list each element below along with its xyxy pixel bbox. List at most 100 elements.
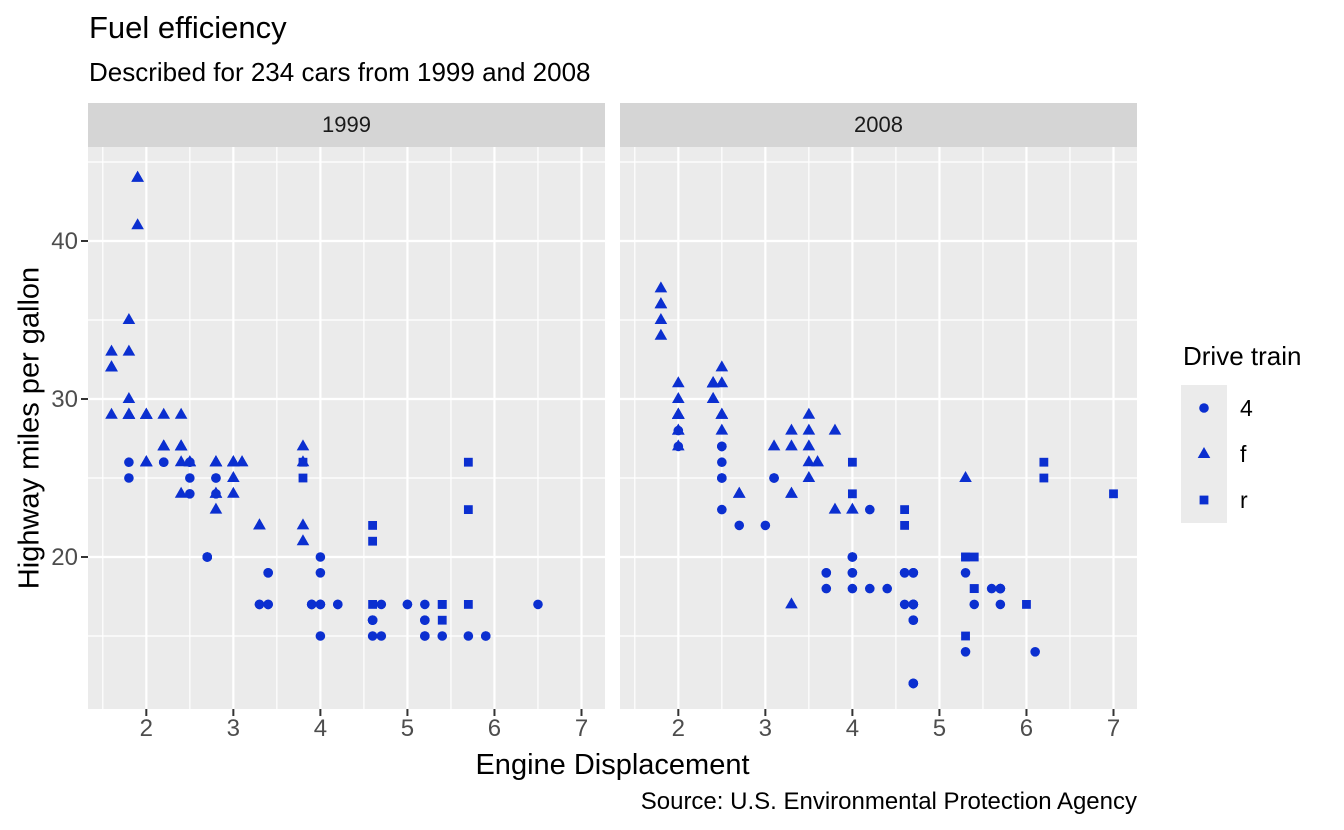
- data-point: [122, 392, 136, 404]
- data-point: [122, 344, 136, 356]
- data-point: [376, 599, 387, 610]
- legend-title: Drive train: [1183, 341, 1302, 371]
- data-point: [995, 599, 1006, 610]
- data-point: [131, 170, 144, 182]
- x-tick-label: 4: [314, 715, 327, 742]
- data-point: [211, 473, 221, 483]
- data-point: [767, 439, 781, 451]
- data-point: [437, 600, 447, 609]
- data-point: [1197, 447, 1211, 458]
- data-point: [802, 407, 816, 419]
- data-point: [986, 583, 997, 594]
- data-point: [105, 344, 118, 356]
- data-point: [846, 502, 859, 514]
- circle-icon: [1199, 403, 1209, 413]
- y-tick-label: 40: [51, 228, 78, 255]
- panel-background: [88, 147, 605, 709]
- data-point: [368, 521, 378, 530]
- data-point: [769, 473, 779, 483]
- data-point: [185, 473, 195, 483]
- panel-background: [620, 147, 1137, 709]
- data-point: [174, 439, 188, 451]
- data-point: [296, 534, 310, 546]
- data-point: [124, 457, 134, 468]
- data-point: [821, 568, 832, 578]
- data-point: [185, 457, 195, 468]
- legend-label: 4: [1240, 394, 1253, 421]
- data-point: [734, 520, 745, 531]
- data-point: [306, 599, 317, 610]
- legend-label: r: [1240, 486, 1248, 513]
- data-point: [864, 583, 875, 594]
- data-point: [802, 455, 816, 467]
- data-point: [420, 615, 430, 626]
- data-point: [140, 455, 153, 467]
- data-point: [882, 583, 893, 594]
- data-point: [732, 486, 746, 498]
- y-tick-label: 30: [51, 386, 78, 413]
- data-point: [296, 455, 310, 467]
- data-point: [706, 392, 720, 404]
- data-point: [209, 455, 223, 467]
- data-point: [672, 423, 685, 435]
- legend-key: [1181, 431, 1227, 477]
- data-point: [828, 423, 842, 435]
- data-point: [533, 599, 543, 610]
- x-axis-title: Engine Displacement: [475, 749, 750, 781]
- data-point: [785, 439, 798, 451]
- data-point: [672, 376, 685, 388]
- chart-subtitle: Described for 234 cars from 1999 and 200…: [89, 57, 591, 87]
- data-point: [847, 568, 858, 578]
- data-point: [654, 313, 668, 325]
- x-tick-label: 3: [227, 715, 240, 742]
- data-point: [332, 599, 343, 610]
- data-point: [899, 568, 910, 578]
- data-point: [437, 631, 448, 641]
- data-point: [1109, 489, 1118, 499]
- data-point: [961, 631, 970, 641]
- x-tick-label: 7: [1107, 715, 1120, 742]
- data-point: [315, 568, 326, 578]
- data-point: [960, 568, 971, 578]
- x-tick-label: 5: [401, 715, 414, 742]
- chart-title: Fuel efficiency: [89, 10, 287, 45]
- data-point: [368, 536, 378, 546]
- data-point: [811, 455, 824, 467]
- data-point: [715, 407, 729, 419]
- data-point: [296, 518, 310, 530]
- data-point: [315, 599, 326, 610]
- data-point: [254, 599, 265, 610]
- facet-strip-label: 1999: [322, 112, 371, 137]
- data-point: [157, 439, 171, 451]
- data-point: [864, 504, 875, 515]
- facet-strip-1999: 1999: [88, 103, 605, 147]
- data-point: [715, 376, 729, 388]
- data-point: [367, 615, 378, 626]
- data-point: [900, 505, 910, 515]
- data-point: [105, 407, 118, 419]
- data-point: [368, 600, 378, 609]
- x-tick-label: 3: [759, 715, 772, 742]
- data-point: [174, 486, 188, 498]
- data-point: [227, 486, 240, 498]
- data-point: [969, 552, 979, 562]
- x-tick-label: 5: [933, 715, 946, 742]
- square-icon: [1199, 495, 1209, 505]
- data-point: [174, 407, 188, 419]
- data-point: [367, 631, 378, 641]
- data-point: [157, 407, 171, 419]
- data-point: [253, 518, 266, 530]
- triangle-icon: [1197, 447, 1211, 458]
- legend-label: f: [1240, 440, 1247, 467]
- data-point: [900, 521, 910, 530]
- data-point: [420, 631, 430, 641]
- data-point: [908, 615, 919, 626]
- data-point: [821, 583, 832, 594]
- data-point: [995, 583, 1006, 594]
- data-point: [672, 439, 685, 451]
- data-point: [298, 473, 308, 483]
- x-tick-label: 2: [140, 715, 153, 742]
- legend-entry-r: r: [1181, 477, 1301, 523]
- data-point: [420, 599, 430, 610]
